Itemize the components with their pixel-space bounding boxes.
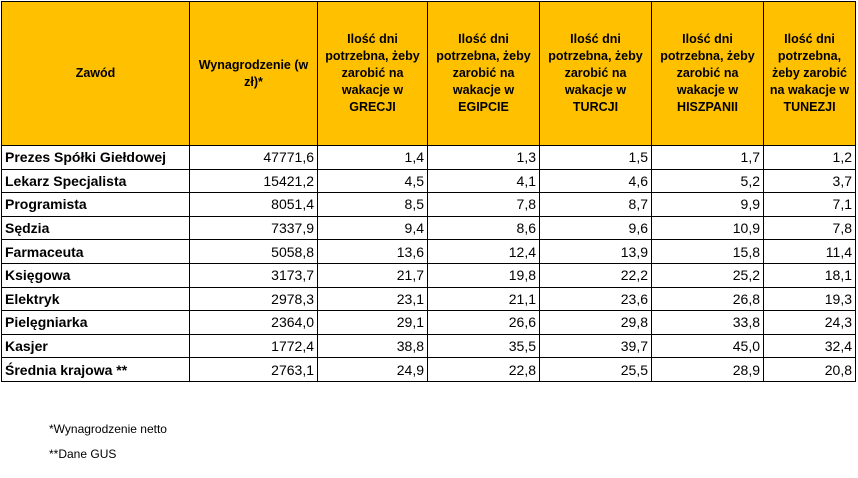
table-cell: 24,3 bbox=[763, 310, 856, 335]
table-cell: 26,8 bbox=[651, 286, 764, 312]
table-row: Programista 8051,4 8,5 7,8 8,7 9,9 7,1 bbox=[1, 192, 856, 217]
table-cell: 8,5 bbox=[317, 192, 428, 217]
table-cell: 24,9 bbox=[317, 357, 428, 382]
table-cell: 25,2 bbox=[651, 262, 764, 288]
row-label: Średnia krajowa ** bbox=[1, 357, 190, 382]
header-egipt: Ilość dni potrzebna, żeby zarobić na wak… bbox=[427, 1, 540, 146]
table-cell: 8,7 bbox=[539, 192, 652, 217]
table-cell: 22,8 bbox=[427, 357, 540, 382]
table-cell: 23,1 bbox=[317, 286, 428, 312]
row-label: Farmaceuta bbox=[1, 239, 190, 264]
table-cell: 29,1 bbox=[317, 310, 428, 335]
table-cell: 25,5 bbox=[539, 357, 652, 382]
table-cell: 1,5 bbox=[539, 145, 652, 170]
footnotes: *Wynagrodzenie netto **Dane GUS bbox=[49, 422, 167, 472]
table-cell: 7,8 bbox=[763, 215, 856, 241]
table-cell: 7337,9 bbox=[189, 215, 318, 241]
table-cell: 2763,1 bbox=[189, 357, 318, 382]
table-cell: 9,4 bbox=[317, 215, 428, 241]
table-cell: 22,2 bbox=[539, 262, 652, 288]
table-cell: 7,8 bbox=[427, 192, 540, 217]
row-label: Kasjer bbox=[1, 333, 190, 359]
table-cell: 2978,3 bbox=[189, 286, 318, 312]
header-row: Zawód Wynagrodzenie (w zł)* Ilość dni po… bbox=[1, 1, 856, 146]
header-wynagrodzenie: Wynagrodzenie (w zł)* bbox=[189, 1, 318, 146]
row-label: Księgowa bbox=[1, 262, 190, 288]
header-grecja: Ilość dni potrzebna, żeby zarobić na wak… bbox=[317, 1, 428, 146]
table-cell: 1772,4 bbox=[189, 333, 318, 359]
table-cell: 45,0 bbox=[651, 333, 764, 359]
table-row: Księgowa 3173,7 21,7 19,8 22,2 25,2 18,1 bbox=[1, 262, 856, 288]
row-label: Prezes Spółki Giełdowej bbox=[1, 145, 190, 170]
table-cell: 9,6 bbox=[539, 215, 652, 241]
table-cell: 28,9 bbox=[651, 357, 764, 382]
table-cell: 21,7 bbox=[317, 262, 428, 288]
row-label: Lekarz Specjalista bbox=[1, 168, 190, 194]
header-zawod: Zawód bbox=[1, 1, 190, 146]
table-cell: 29,8 bbox=[539, 310, 652, 335]
table-cell: 10,9 bbox=[651, 215, 764, 241]
table-row: Średnia krajowa ** 2763,1 24,9 22,8 25,5 28,9… bbox=[1, 357, 856, 382]
header-tunezja: Ilość dni potrzebna, żeby zarobić na wak… bbox=[763, 1, 856, 146]
table-cell: 2364,0 bbox=[189, 310, 318, 335]
table-cell: 15421,2 bbox=[189, 168, 318, 194]
row-label: Sędzia bbox=[1, 215, 190, 241]
table-cell: 4,1 bbox=[427, 168, 540, 194]
table-row: Lekarz Specjalista 15421,2 4,5 4,1 4,6 5,2 3,7 bbox=[1, 168, 856, 194]
salary-vacation-table: Zawód Wynagrodzenie (w zł)* Ilość dni po… bbox=[1, 1, 856, 382]
table-cell: 15,8 bbox=[651, 239, 764, 264]
table-cell: 5,2 bbox=[651, 168, 764, 194]
table-cell: 1,3 bbox=[427, 145, 540, 170]
table-cell: 18,1 bbox=[763, 262, 856, 288]
table-cell: 39,7 bbox=[539, 333, 652, 359]
table-cell: 35,5 bbox=[427, 333, 540, 359]
table-row: Pielęgniarka 2364,0 29,1 26,6 29,8 33,8 24,3 bbox=[1, 310, 856, 335]
table-cell: 12,4 bbox=[427, 239, 540, 264]
table-row: Elektryk 2978,3 23,1 21,1 23,6 26,8 19,3 bbox=[1, 286, 856, 312]
table-cell: 19,8 bbox=[427, 262, 540, 288]
table-body: Prezes Spółki Giełdowej 47771,6 1,4 1,3 1,5 1… bbox=[1, 145, 856, 382]
table-cell: 47771,6 bbox=[189, 145, 318, 170]
row-label: Programista bbox=[1, 192, 190, 217]
table-row: Sędzia 7337,9 9,4 8,6 9,6 10,9 7,8 bbox=[1, 215, 856, 241]
header-hiszpania: Ilość dni potrzebna, żeby zarobić na wak… bbox=[651, 1, 764, 146]
table-cell: 38,8 bbox=[317, 333, 428, 359]
row-label: Pielęgniarka bbox=[1, 310, 190, 335]
table-cell: 21,1 bbox=[427, 286, 540, 312]
table-row: Prezes Spółki Giełdowej 47771,6 1,4 1,3 1,5 1… bbox=[1, 145, 856, 170]
table-cell: 32,4 bbox=[763, 333, 856, 359]
table-row: Farmaceuta 5058,8 13,6 12,4 13,9 15,8 11,4 bbox=[1, 239, 856, 264]
table-cell: 26,6 bbox=[427, 310, 540, 335]
table-cell: 1,7 bbox=[651, 145, 764, 170]
table-cell: 1,4 bbox=[317, 145, 428, 170]
header-turcja: Ilość dni potrzebna, żeby zarobić na wak… bbox=[539, 1, 652, 146]
row-label: Elektryk bbox=[1, 286, 190, 312]
table-cell: 3173,7 bbox=[189, 262, 318, 288]
table-cell: 13,6 bbox=[317, 239, 428, 264]
table-cell: 8051,4 bbox=[189, 192, 318, 217]
footnote-gus: **Dane GUS bbox=[49, 447, 117, 461]
table-cell: 3,7 bbox=[763, 168, 856, 194]
table-cell: 9,9 bbox=[651, 192, 764, 217]
table-cell: 23,6 bbox=[539, 286, 652, 312]
footnote-netto: *Wynagrodzenie netto bbox=[49, 422, 167, 436]
table-cell: 8,6 bbox=[427, 215, 540, 241]
table-row: Kasjer 1772,4 38,8 35,5 39,7 45,0 32,4 bbox=[1, 333, 856, 359]
table-cell: 4,6 bbox=[539, 168, 652, 194]
table-cell: 7,1 bbox=[763, 192, 856, 217]
table-cell: 4,5 bbox=[317, 168, 428, 194]
table-cell: 19,3 bbox=[763, 286, 856, 312]
table-cell: 13,9 bbox=[539, 239, 652, 264]
table-cell: 5058,8 bbox=[189, 239, 318, 264]
table-cell: 1,2 bbox=[763, 145, 856, 170]
table-cell: 11,4 bbox=[763, 239, 856, 264]
table-cell: 33,8 bbox=[651, 310, 764, 335]
table-cell: 20,8 bbox=[763, 357, 856, 382]
